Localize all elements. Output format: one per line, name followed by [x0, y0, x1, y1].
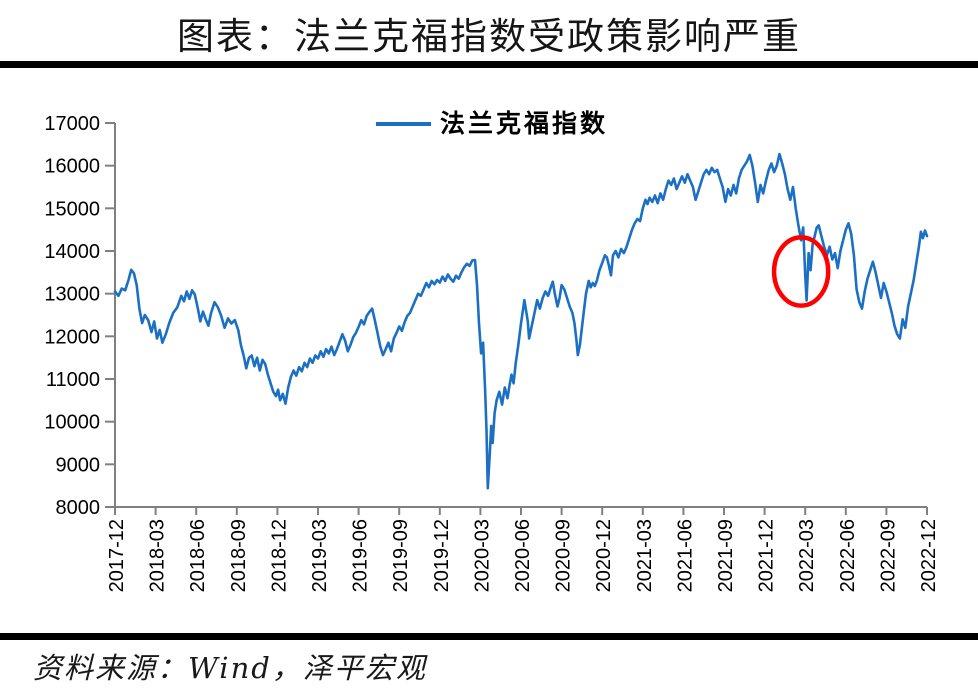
y-tick-label: 17000 [44, 113, 100, 135]
y-tick-label: 9000 [56, 454, 101, 476]
x-tick-label: 2019-09 [390, 519, 412, 592]
x-tick-label: 2022-12 [918, 519, 940, 592]
x-tick-label: 2018-12 [268, 519, 290, 592]
x-tick-label: 2021-06 [674, 519, 696, 592]
x-tick-label: 2021-12 [756, 519, 778, 592]
highlight-ellipse [771, 235, 831, 308]
x-tick-label: 2022-09 [877, 519, 899, 592]
x-tick-label: 2019-03 [309, 519, 331, 592]
x-tick-label: 2018-03 [147, 519, 169, 592]
legend-line-swatch [376, 122, 431, 126]
line-chart: 8000 9000 10000 11000 12000 13000 14000 15000 16… [44, 113, 940, 592]
x-tick-label: 2018-06 [187, 519, 209, 592]
y-tick-label: 13000 [44, 284, 100, 306]
bottom-divider-rule [0, 633, 978, 640]
top-divider-rule [0, 61, 978, 68]
x-tick-label: 2018-09 [228, 519, 250, 592]
x-tick-label: 2022-06 [837, 519, 859, 592]
legend: 法兰克福指数 [376, 110, 608, 138]
y-tick-label: 14000 [44, 241, 100, 263]
x-tick-label: 2022-03 [796, 519, 818, 592]
y-tick-label: 11000 [46, 369, 100, 391]
chart-title: 图表：法兰克福指数受政策影响严重 [177, 15, 801, 58]
y-tick-label: 10000 [44, 412, 100, 434]
legend-label: 法兰克福指数 [440, 109, 609, 138]
x-tick-label: 2017-12 [106, 519, 128, 592]
y-tick-label: 8000 [56, 497, 101, 519]
x-tick-label: 2020-12 [593, 519, 615, 592]
x-tick-label: 2019-06 [350, 519, 372, 592]
x-tick-label: 2021-09 [715, 519, 737, 592]
y-tick-label: 12000 [44, 326, 100, 348]
index-line [113, 152, 929, 490]
x-tick-label: 2021-03 [634, 519, 656, 592]
y-tick-label: 16000 [44, 156, 100, 178]
x-tick-label: 2020-03 [471, 519, 493, 592]
source-note: 资料来源：Wind，泽平宏观 [33, 651, 427, 685]
x-tick-label: 2019-12 [431, 519, 453, 592]
x-tick-label: 2020-09 [553, 519, 575, 592]
x-tick-label: 2020-06 [512, 519, 534, 592]
y-tick-label: 15000 [44, 198, 100, 220]
